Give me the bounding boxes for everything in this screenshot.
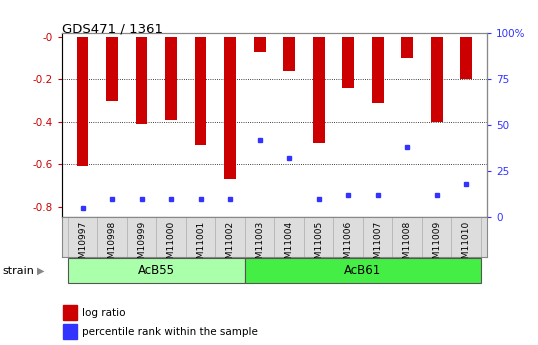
Text: GSM11000: GSM11000	[167, 220, 175, 270]
Text: log ratio: log ratio	[82, 308, 126, 317]
Text: GSM11001: GSM11001	[196, 220, 205, 270]
Bar	[76, 37, 88, 166]
Text: GSM10998: GSM10998	[108, 220, 117, 270]
Bar	[431, 37, 443, 122]
Text: GSM11007: GSM11007	[373, 220, 382, 270]
Bar	[372, 37, 384, 103]
Text: strain: strain	[3, 266, 34, 276]
Text: percentile rank within the sample: percentile rank within the sample	[82, 327, 258, 337]
Text: GDS471 / 1361: GDS471 / 1361	[62, 22, 163, 36]
Text: GSM11010: GSM11010	[462, 220, 471, 270]
Bar	[195, 37, 207, 145]
Bar	[136, 37, 147, 124]
Bar	[254, 37, 266, 52]
Text: ▶: ▶	[37, 266, 44, 276]
Bar	[313, 37, 324, 143]
Bar	[224, 37, 236, 179]
Bar	[165, 37, 177, 120]
Text: GSM11006: GSM11006	[344, 220, 353, 270]
Bar	[245, 258, 481, 283]
Text: GSM10999: GSM10999	[137, 220, 146, 270]
Bar	[68, 258, 245, 283]
Text: AcB61: AcB61	[344, 264, 381, 277]
Bar	[63, 324, 77, 339]
Bar	[106, 37, 118, 101]
Bar	[63, 305, 77, 320]
Text: GSM11004: GSM11004	[285, 220, 294, 270]
Text: AcB55: AcB55	[138, 264, 175, 277]
Text: GSM11005: GSM11005	[314, 220, 323, 270]
Bar	[401, 37, 413, 58]
Text: GSM11002: GSM11002	[225, 220, 235, 270]
Text: GSM11003: GSM11003	[255, 220, 264, 270]
Text: GSM10997: GSM10997	[78, 220, 87, 270]
Text: GSM11009: GSM11009	[432, 220, 441, 270]
Bar	[283, 37, 295, 71]
Text: GSM11008: GSM11008	[403, 220, 412, 270]
Bar	[342, 37, 354, 88]
Bar	[461, 37, 472, 79]
